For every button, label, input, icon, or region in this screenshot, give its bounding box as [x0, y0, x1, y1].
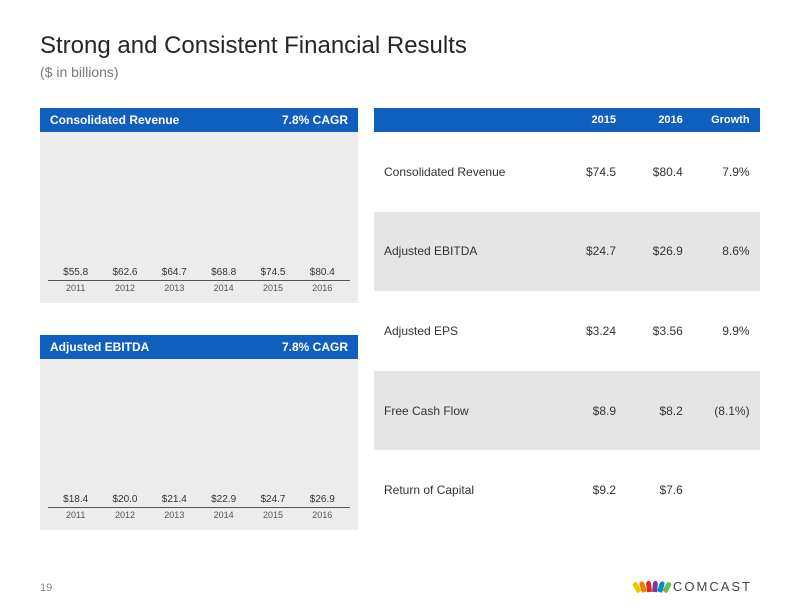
- revenue-chart: Consolidated Revenue 7.8% CAGR $55.8 $62.…: [40, 108, 358, 303]
- revenue-bar-value: $64.7: [162, 267, 187, 278]
- table-row: Free Cash Flow$8.9$8.2(8.1%): [374, 371, 760, 451]
- peacock-icon: [637, 581, 667, 592]
- revenue-bar: $80.4: [301, 267, 344, 280]
- table-row: Consolidated Revenue$74.5$80.47.9%: [374, 132, 760, 212]
- metric-cell: Return of Capital: [374, 483, 559, 497]
- revenue-bars: $55.8 $62.6 $64.7 $68.8 $74.5 $80.4: [48, 148, 350, 281]
- ebitda-xaxis: 2011 2012 2013 2014 2015 2016: [48, 510, 350, 522]
- ebitda-xaxis-label: 2016: [301, 510, 344, 522]
- ebitda-xaxis-label: 2015: [251, 510, 294, 522]
- revenue-bar-value: $62.6: [112, 267, 137, 278]
- ebitda-bar: $18.4: [54, 494, 97, 507]
- metric-cell: Consolidated Revenue: [374, 165, 559, 179]
- ebitda-bar-value: $18.4: [63, 494, 88, 505]
- ebitda-bar-value: $20.0: [112, 494, 137, 505]
- revenue-chart-title: Consolidated Revenue: [50, 108, 179, 132]
- ebitda-xaxis-label: 2011: [54, 510, 97, 522]
- revenue-bar: $74.5: [251, 267, 294, 280]
- ebitda-bar: $22.9: [202, 494, 245, 507]
- footer-logo: COMCAST: [637, 579, 752, 594]
- ebitda-chart-cagr: 7.8% CAGR: [282, 335, 348, 359]
- ebitda-bar-value: $21.4: [162, 494, 187, 505]
- revenue-xaxis-label: 2013: [153, 283, 196, 295]
- value-cell: $26.9: [626, 244, 693, 258]
- revenue-bar: $68.8: [202, 267, 245, 280]
- value-cell: $24.7: [559, 244, 626, 258]
- revenue-xaxis-label: 2015: [251, 283, 294, 295]
- value-cell: $8.2: [626, 404, 693, 418]
- table-body: Consolidated Revenue$74.5$80.47.9%Adjust…: [374, 132, 760, 530]
- revenue-bar-value: $68.8: [211, 267, 236, 278]
- table-row: Adjusted EBITDA$24.7$26.98.6%: [374, 212, 760, 292]
- ebitda-bars: $18.4 $20.0 $21.4 $22.9 $24.7 $26.9: [48, 375, 350, 508]
- ebitda-bar: $21.4: [153, 494, 196, 507]
- page-subtitle: ($ in billions): [40, 64, 119, 80]
- value-cell: $7.6: [626, 483, 693, 497]
- th-col-2: Growth: [693, 114, 760, 126]
- ebitda-bar: $24.7: [251, 494, 294, 507]
- revenue-xaxis-label: 2014: [202, 283, 245, 295]
- th-col-0: 2015: [559, 114, 626, 126]
- ebitda-chart-title: Adjusted EBITDA: [50, 335, 149, 359]
- metric-cell: Adjusted EBITDA: [374, 244, 559, 258]
- comcast-wordmark: COMCAST: [673, 579, 752, 594]
- table-header: 2015 2016 Growth: [374, 108, 760, 132]
- value-cell: $74.5: [559, 165, 626, 179]
- revenue-xaxis: 2011 2012 2013 2014 2015 2016: [48, 283, 350, 295]
- revenue-bar: $55.8: [54, 267, 97, 280]
- th-col-1: 2016: [626, 114, 693, 126]
- metric-cell: Free Cash Flow: [374, 404, 559, 418]
- revenue-bar: $62.6: [103, 267, 146, 280]
- value-cell: $80.4: [626, 165, 693, 179]
- value-cell: 7.9%: [693, 165, 760, 179]
- ebitda-xaxis-label: 2014: [202, 510, 245, 522]
- page-number: 19: [40, 582, 52, 594]
- ebitda-chart: Adjusted EBITDA 7.8% CAGR $18.4 $20.0 $21.…: [40, 335, 358, 530]
- ebitda-bar: $20.0: [103, 494, 146, 507]
- revenue-xaxis-label: 2016: [301, 283, 344, 295]
- value-cell: (8.1%): [693, 404, 760, 418]
- ebitda-xaxis-label: 2013: [153, 510, 196, 522]
- revenue-xaxis-label: 2011: [54, 283, 97, 295]
- ebitda-bar-value: $22.9: [211, 494, 236, 505]
- table-row: Return of Capital$9.2$7.6: [374, 450, 760, 530]
- page-title: Strong and Consistent Financial Results: [40, 32, 467, 60]
- revenue-bar: $64.7: [153, 267, 196, 280]
- revenue-xaxis-label: 2012: [103, 283, 146, 295]
- revenue-bar-value: $80.4: [310, 267, 335, 278]
- ebitda-bar-value: $24.7: [260, 494, 285, 505]
- revenue-bar-value: $55.8: [63, 267, 88, 278]
- table-row: Adjusted EPS$3.24$3.569.9%: [374, 291, 760, 371]
- metrics-table: 2015 2016 Growth Consolidated Revenue$74…: [374, 108, 760, 530]
- metric-cell: Adjusted EPS: [374, 324, 559, 338]
- value-cell: $8.9: [559, 404, 626, 418]
- revenue-bar-value: $74.5: [260, 267, 285, 278]
- ebitda-bar: $26.9: [301, 494, 344, 507]
- value-cell: 8.6%: [693, 244, 760, 258]
- ebitda-bar-value: $26.9: [310, 494, 335, 505]
- ebitda-xaxis-label: 2012: [103, 510, 146, 522]
- value-cell: $9.2: [559, 483, 626, 497]
- value-cell: $3.56: [626, 324, 693, 338]
- revenue-chart-cagr: 7.8% CAGR: [282, 108, 348, 132]
- value-cell: $3.24: [559, 324, 626, 338]
- value-cell: 9.9%: [693, 324, 760, 338]
